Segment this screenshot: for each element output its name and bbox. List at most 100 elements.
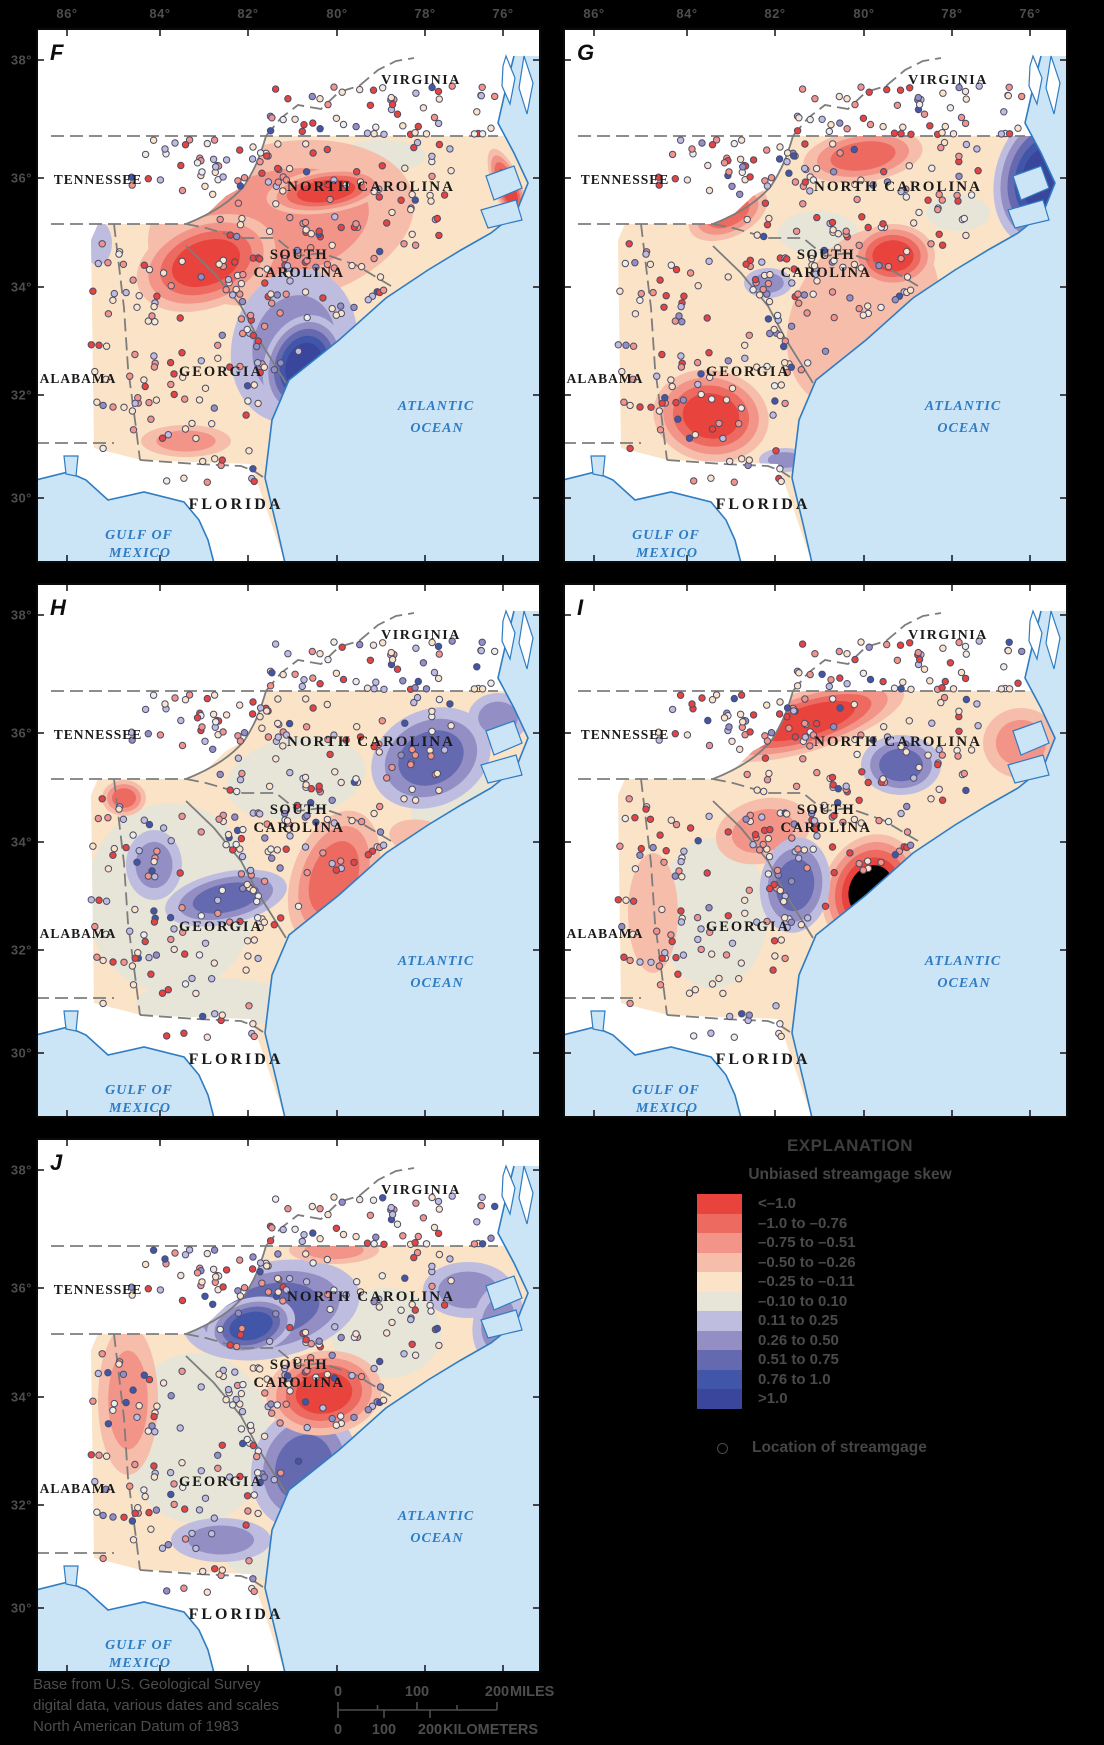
streamgage-dots	[87, 637, 499, 1041]
legend-swatch	[697, 1389, 742, 1409]
coastline	[36, 54, 534, 563]
map-panel-i: VIRGINIA TENNESSEE NORTH CAROLINA SOUTH C…	[563, 583, 1068, 1118]
latitude-label: 34°	[10, 1389, 32, 1405]
svg-text:GULF OF: GULF OF	[632, 528, 700, 543]
longitude-label: 78°	[941, 6, 963, 21]
svg-text:FLORIDA: FLORIDA	[189, 1051, 284, 1068]
panel-letter: I	[577, 595, 584, 620]
legend-swatch	[697, 1272, 742, 1292]
ocean	[36, 1166, 541, 1673]
credit-line: Base from U.S. Geological Survey	[33, 1676, 261, 1693]
coastline	[36, 609, 534, 1118]
svg-text:GULF OF: GULF OF	[632, 1083, 700, 1098]
legend-class-row: 0.76 to 1.0	[697, 1369, 856, 1389]
legend-class-label: >1.0	[758, 1390, 788, 1408]
legend-class-row: –0.25 to –0.11	[697, 1272, 856, 1292]
svg-text:CAROLINA: CAROLINA	[254, 820, 345, 836]
legend-swatch	[697, 1330, 742, 1350]
svg-text:ALABAMA: ALABAMA	[567, 371, 644, 386]
svg-text:VIRGINIA: VIRGINIA	[381, 73, 461, 88]
map-panel-f: VIRGINIA TENNESSEE NORTH CAROLINA SOUTH C…	[36, 28, 541, 563]
svg-text:OCEAN: OCEAN	[410, 1531, 463, 1546]
base-credit: Base from U.S. Geological Survey digital…	[33, 1674, 279, 1737]
svg-text:VIRGINIA: VIRGINIA	[381, 628, 461, 643]
state-labels: VIRGINIA TENNESSEE NORTH CAROLINA SOUTH C…	[567, 73, 1001, 561]
svg-text:CAROLINA: CAROLINA	[781, 265, 872, 281]
legend-class-row: –1.0 to –0.76	[697, 1213, 856, 1233]
legend-class-row: <–1.0	[697, 1194, 856, 1214]
legend-class-row: –0.75 to –0.51	[697, 1233, 856, 1253]
legend-swatch	[697, 1369, 742, 1389]
legend-class-row: –0.10 to 0.10	[697, 1291, 856, 1311]
streamgage-symbol-label: Location of streamgage	[752, 1439, 927, 1456]
map-panel-j: VIRGINIA TENNESSEE NORTH CAROLINA SOUTH C…	[36, 1138, 541, 1673]
svg-text:ATLANTIC: ATLANTIC	[924, 954, 1001, 969]
svg-text:GEORGIA: GEORGIA	[179, 919, 263, 935]
legend-swatch	[697, 1233, 742, 1253]
svg-text:FLORIDA: FLORIDA	[716, 1051, 811, 1068]
streamgage-dots	[614, 637, 1026, 1041]
state-labels: VIRGINIA TENNESSEE NORTH CAROLINA SOUTH C…	[40, 1183, 474, 1671]
svg-text:SOUTH: SOUTH	[797, 802, 855, 818]
svg-text:OCEAN: OCEAN	[410, 976, 463, 991]
streamgage-symbol-icon	[717, 1442, 728, 1454]
svg-text:TENNESSEE: TENNESSEE	[581, 727, 670, 742]
longitude-label: 86°	[56, 6, 78, 21]
legend-swatch	[697, 1194, 742, 1214]
legend-class-label: 0.51 to 0.75	[758, 1351, 839, 1369]
legend-swatch	[697, 1252, 742, 1272]
state-labels: VIRGINIA TENNESSEE NORTH CAROLINA SOUTH C…	[567, 628, 1001, 1116]
legend-class-label: <–1.0	[758, 1195, 796, 1213]
longitude-label: 76°	[1019, 6, 1041, 21]
longitude-label: 84°	[149, 6, 171, 21]
explanation-legend: <–1.0 –1.0 to –0.76 –0.75 to –0.51 –0.50…	[697, 1194, 856, 1409]
svg-text:200: 200	[418, 1722, 442, 1738]
legend-class-label: –0.10 to 0.10	[758, 1292, 848, 1310]
streamgage-dots	[614, 82, 1026, 486]
svg-text:MEXICO: MEXICO	[635, 546, 698, 561]
streamgage-symbol-row: Location of streamgage	[697, 1438, 927, 1458]
svg-text:SOUTH: SOUTH	[270, 1357, 328, 1373]
credit-line: digital data, various dates and scales	[33, 1697, 279, 1714]
legend-class-label: –1.0 to –0.76	[758, 1214, 848, 1232]
longitude-label: 84°	[676, 6, 698, 21]
coastline	[563, 609, 1061, 1118]
svg-text:ALABAMA: ALABAMA	[567, 926, 644, 941]
svg-text:ATLANTIC: ATLANTIC	[397, 1509, 474, 1524]
legend-class-row: 0.26 to 0.50	[697, 1330, 856, 1350]
svg-text:CAROLINA: CAROLINA	[254, 265, 345, 281]
svg-text:TENNESSEE: TENNESSEE	[54, 172, 143, 187]
svg-text:ALABAMA: ALABAMA	[40, 371, 117, 386]
svg-text:OCEAN: OCEAN	[937, 421, 990, 436]
legend-class-row: 0.11 to 0.25	[697, 1311, 856, 1331]
latitude-label: 36°	[10, 170, 32, 186]
streamgage-dots	[87, 1192, 499, 1596]
legend-swatch	[697, 1350, 742, 1370]
svg-text:GULF OF: GULF OF	[105, 1638, 173, 1653]
latitude-label: 38°	[10, 1162, 32, 1178]
svg-text:FLORIDA: FLORIDA	[189, 1606, 284, 1623]
svg-text:NORTH CAROLINA: NORTH CAROLINA	[814, 734, 982, 750]
panel-letter: F	[50, 40, 64, 65]
svg-text:CAROLINA: CAROLINA	[254, 1375, 345, 1391]
scale-bar: 0 100 200 MILES 0 100 200 KILOMETERS	[300, 1670, 600, 1740]
svg-text:KILOMETERS: KILOMETERS	[443, 1722, 538, 1738]
svg-text:200: 200	[485, 1684, 509, 1700]
svg-text:VIRGINIA: VIRGINIA	[908, 628, 988, 643]
svg-text:ATLANTIC: ATLANTIC	[397, 954, 474, 969]
legend-class-label: –0.25 to –0.11	[758, 1273, 855, 1291]
svg-text:GULF OF: GULF OF	[105, 528, 173, 543]
latitude-label: 30°	[10, 490, 32, 506]
svg-text:OCEAN: OCEAN	[410, 421, 463, 436]
latitude-label: 34°	[10, 279, 32, 295]
svg-text:NORTH CAROLINA: NORTH CAROLINA	[287, 1289, 455, 1305]
legend-class-label: –0.50 to –0.26	[758, 1253, 856, 1271]
svg-text:100: 100	[372, 1722, 396, 1738]
legend-swatch	[697, 1311, 742, 1331]
latitude-label: 32°	[10, 942, 32, 958]
svg-text:VIRGINIA: VIRGINIA	[381, 1183, 461, 1198]
svg-text:GULF OF: GULF OF	[105, 1083, 173, 1098]
longitude-label: 86°	[583, 6, 605, 21]
latitude-label: 38°	[10, 607, 32, 623]
